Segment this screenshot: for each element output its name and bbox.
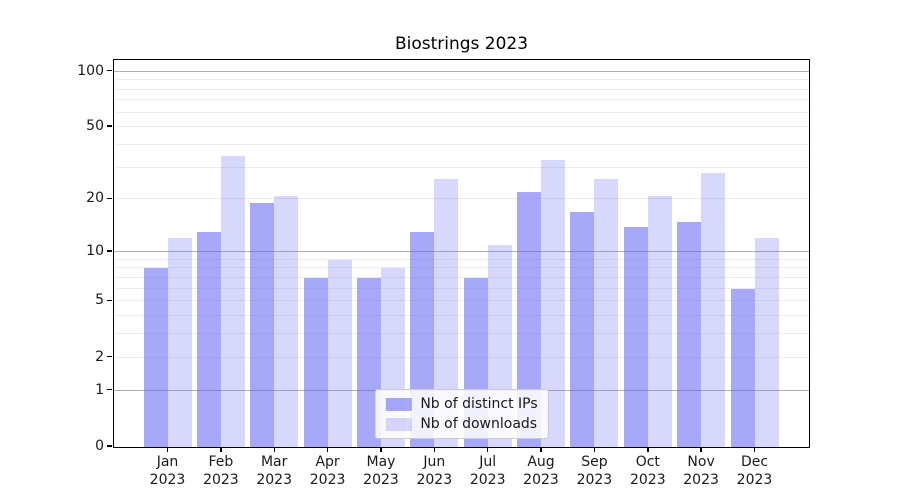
ips-bar bbox=[250, 203, 275, 447]
ips-bar bbox=[730, 288, 755, 447]
ips-bar bbox=[623, 226, 648, 447]
downloads-legend-swatch bbox=[385, 417, 412, 431]
downloads-bar bbox=[647, 195, 672, 447]
x-tick bbox=[700, 447, 702, 452]
x-tick-label: Oct 2023 bbox=[629, 454, 666, 488]
x-tick-label: Jun 2023 bbox=[416, 454, 453, 488]
ips-bar bbox=[677, 221, 702, 447]
ips-bar bbox=[570, 211, 595, 447]
ips-bar bbox=[196, 232, 221, 447]
y-tick-label: 10 bbox=[86, 242, 104, 259]
x-tick bbox=[380, 447, 382, 452]
y-tick bbox=[107, 299, 112, 301]
minor-gridline bbox=[114, 276, 809, 278]
minor-gridline bbox=[114, 126, 809, 128]
ips-legend-swatch bbox=[385, 397, 412, 411]
y-tick bbox=[107, 388, 112, 391]
downloads-bar bbox=[220, 155, 245, 447]
legend: Nb of distinct IPs Nb of downloads bbox=[374, 389, 549, 439]
downloads-bar bbox=[327, 259, 352, 447]
y-tick-label: 1 bbox=[95, 381, 104, 398]
major-gridline bbox=[114, 70, 809, 72]
downloads-bar bbox=[594, 178, 619, 447]
x-tick-label: May 2023 bbox=[363, 454, 399, 488]
y-tick-label: 100 bbox=[77, 62, 104, 79]
minor-gridline bbox=[114, 166, 809, 168]
y-tick bbox=[107, 250, 112, 252]
downloads-bar bbox=[701, 173, 726, 447]
x-tick bbox=[273, 447, 275, 452]
minor-gridline bbox=[114, 300, 809, 302]
y-tick-label: 20 bbox=[86, 190, 104, 207]
downloads-bar bbox=[274, 195, 299, 447]
downloads-bar bbox=[167, 238, 192, 447]
minor-gridline bbox=[114, 143, 809, 145]
minor-gridline bbox=[114, 287, 809, 289]
minor-gridline bbox=[114, 79, 809, 80]
x-tick bbox=[540, 447, 542, 452]
ips-bar bbox=[303, 277, 328, 447]
legend-label: Nb of distinct IPs bbox=[420, 396, 538, 412]
y-tick bbox=[107, 69, 112, 72]
x-tick bbox=[753, 447, 756, 452]
x-tick bbox=[220, 447, 222, 452]
x-tick bbox=[647, 447, 649, 452]
x-tick bbox=[486, 447, 489, 452]
y-tick bbox=[107, 125, 112, 127]
major-gridline bbox=[114, 250, 809, 252]
plot-area: Nb of distinct IPs Nb of downloads Jan 2… bbox=[77, 59, 810, 488]
x-tick bbox=[593, 447, 596, 452]
x-tick-label: Sep 2023 bbox=[576, 454, 613, 488]
x-tick bbox=[433, 447, 436, 452]
ips-bar bbox=[143, 268, 168, 447]
legend-item-distinct-ips: Nb of distinct IPs bbox=[385, 396, 538, 412]
y-tick-label: 50 bbox=[86, 118, 104, 135]
chart-title: Biostrings 2023 bbox=[394, 34, 529, 54]
x-tick-label: Aug 2023 bbox=[523, 454, 559, 488]
y-tick-label: 5 bbox=[95, 292, 104, 309]
minor-gridline bbox=[114, 315, 809, 317]
x-tick-label: Jan 2023 bbox=[149, 454, 186, 488]
x-tick-label: Mar 2023 bbox=[256, 454, 292, 488]
minor-gridline bbox=[114, 111, 809, 113]
y-tick bbox=[107, 197, 112, 200]
x-tick-label: Jul 2023 bbox=[469, 454, 506, 488]
minor-gridline bbox=[114, 198, 809, 200]
x-tick-label: Nov 2023 bbox=[683, 454, 719, 488]
y-tick bbox=[107, 445, 112, 447]
minor-gridline bbox=[114, 99, 809, 101]
minor-gridline bbox=[114, 258, 809, 260]
x-tick bbox=[166, 447, 169, 452]
legend-item-downloads: Nb of downloads bbox=[385, 416, 537, 432]
y-tick-label: 2 bbox=[95, 348, 104, 365]
x-tick-label: Apr 2023 bbox=[309, 454, 346, 488]
y-tick-label: 0 bbox=[95, 438, 104, 454]
y-tick bbox=[107, 355, 112, 358]
x-tick-label: Dec 2023 bbox=[736, 454, 773, 488]
minor-gridline bbox=[114, 88, 809, 90]
legend-label: Nb of downloads bbox=[420, 416, 538, 432]
x-tick bbox=[326, 447, 329, 452]
minor-gridline bbox=[114, 267, 809, 269]
x-tick-label: Feb 2023 bbox=[203, 454, 239, 488]
minor-gridline bbox=[114, 333, 809, 335]
minor-gridline bbox=[114, 356, 809, 358]
downloads-bar bbox=[754, 238, 779, 447]
